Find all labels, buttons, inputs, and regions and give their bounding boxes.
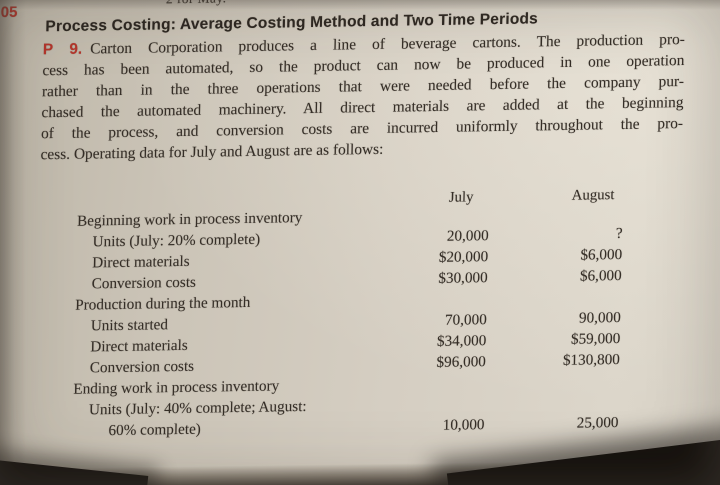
section-number: 05 (0, 3, 18, 21)
july-value (395, 395, 485, 417)
august-value: 25,000 (576, 413, 619, 432)
august-value (487, 288, 623, 311)
problem-text: P 9. Carton Corporation produces a line o… (40, 29, 685, 166)
august-value (489, 204, 625, 227)
problem-label: P 9. (42, 40, 83, 59)
july-value: 20,000 (446, 227, 489, 245)
august-value: $130,800 (562, 350, 621, 369)
july-value (399, 206, 489, 228)
column-header-july: July (448, 189, 474, 206)
july-value (395, 374, 485, 396)
operating-data-table: July August Beginning work in process in… (34, 187, 625, 444)
august-value: $59,000 (570, 329, 621, 348)
row-label: 60% complete) (108, 420, 202, 440)
july-value: 10,000 (442, 416, 485, 434)
july-value: $20,000 (438, 248, 489, 266)
july-value: $34,000 (436, 332, 487, 350)
august-value (485, 393, 621, 416)
august-value (485, 372, 621, 395)
august-value: 90,000 (578, 308, 621, 327)
cropped-top-line: 2 for May. (166, 0, 227, 7)
july-value: 70,000 (444, 311, 487, 329)
august-value: $6,000 (579, 266, 622, 285)
july-value: $30,000 (438, 269, 488, 287)
august-value: $6,000 (580, 245, 623, 264)
july-value (397, 290, 487, 312)
july-value: $96,000 (436, 353, 487, 371)
august-value: ? (615, 224, 623, 243)
